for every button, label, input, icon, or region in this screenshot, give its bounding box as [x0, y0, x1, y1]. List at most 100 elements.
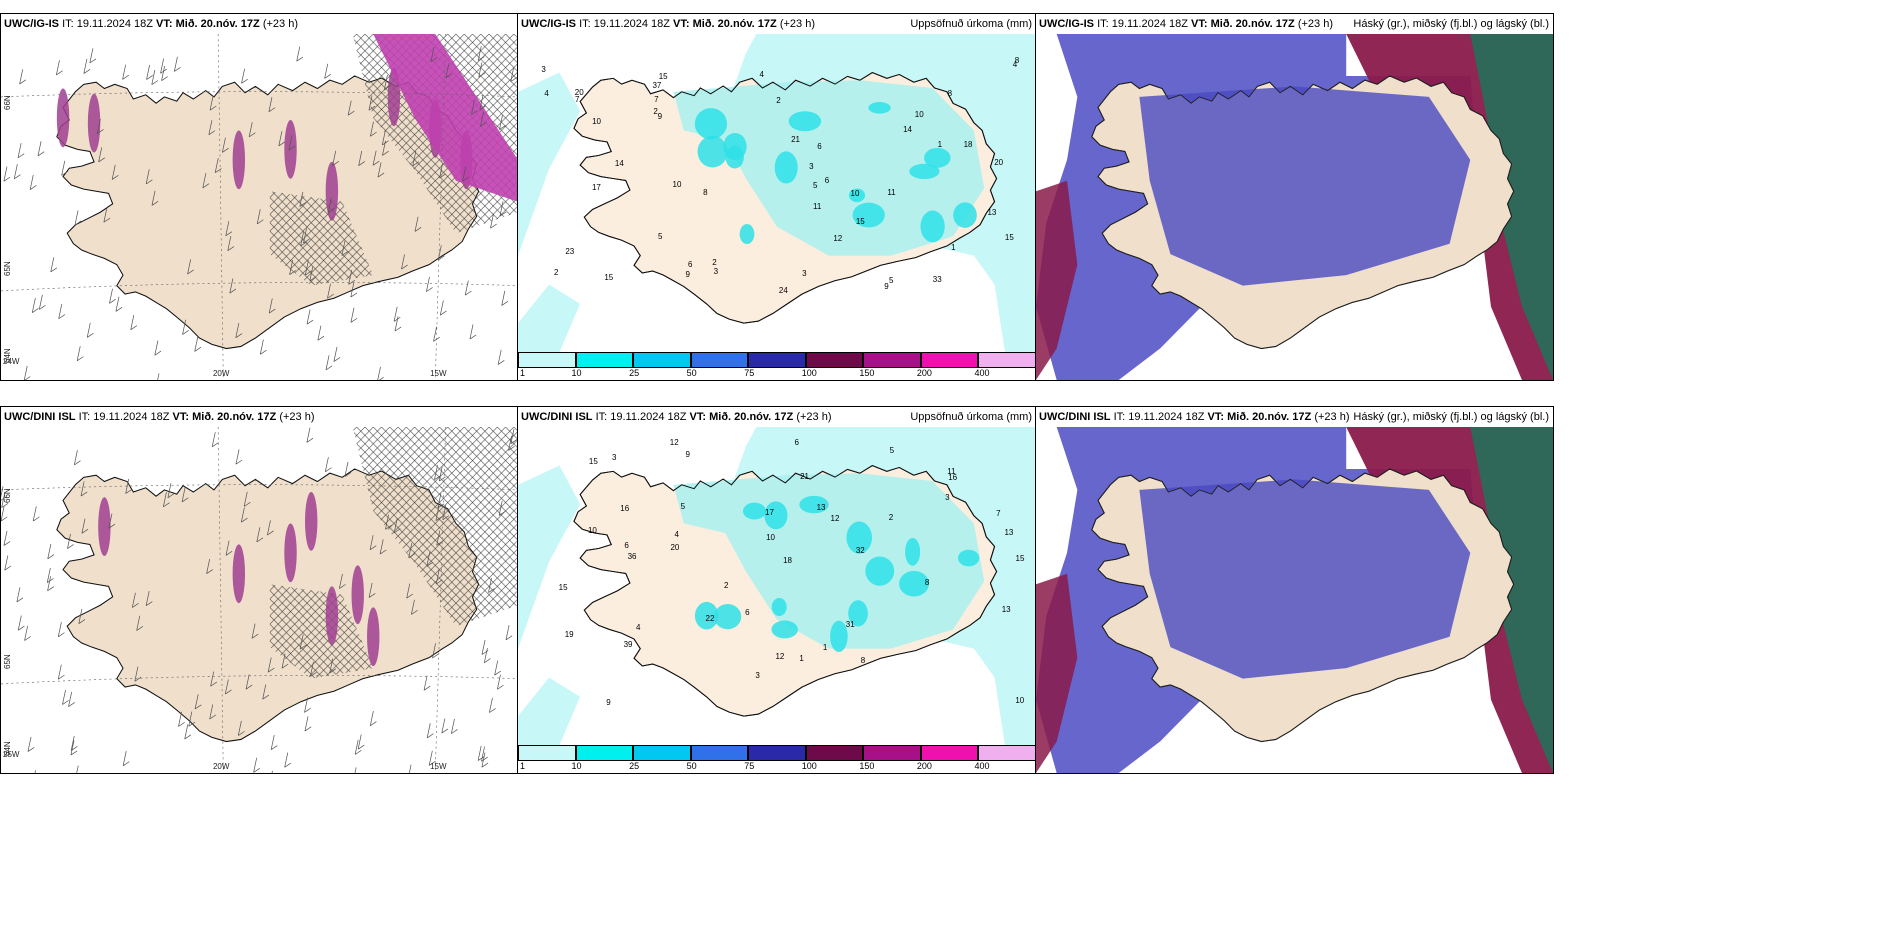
- map-projection-group: [1036, 427, 1553, 773]
- wind-barb: [227, 235, 235, 252]
- lead-time: (+23 h): [262, 18, 298, 30]
- wind-barb: [394, 316, 402, 332]
- precip-value-label: 9: [657, 111, 663, 121]
- colorbar-label: 200: [916, 761, 932, 771]
- precip-value-label: 10: [1015, 696, 1025, 706]
- wind-barb: [439, 300, 447, 316]
- wind-barb: [23, 365, 31, 380]
- wind-barb: [251, 623, 259, 639]
- precip-value-label: 16: [948, 472, 958, 482]
- precip-cell: [694, 108, 728, 140]
- colorbar-swatch: [748, 352, 806, 368]
- wind-barb: [229, 278, 237, 294]
- wind-barb: [235, 323, 243, 339]
- map-area: [1, 427, 518, 773]
- wind-barb: [17, 143, 25, 159]
- mid-cloud-over-land: [1139, 479, 1471, 679]
- wind-barb: [31, 297, 39, 313]
- wind-barb: [178, 711, 185, 727]
- lead-time: (+23 h): [1297, 18, 1333, 30]
- wind-barb: [436, 530, 444, 546]
- wind-barb: [393, 518, 401, 534]
- wind-barb: [34, 770, 36, 773]
- wind-barb: [73, 450, 81, 466]
- precip-value-label: 17: [765, 507, 774, 517]
- colorbar-swatch: [805, 352, 864, 368]
- field-title: Uppsöfnuð úrkoma (mm): [910, 411, 1032, 423]
- wind-barb: [245, 674, 253, 690]
- wind-barb: [370, 121, 377, 137]
- precip-band: [87, 93, 101, 153]
- precip-value-label: 16: [620, 504, 630, 514]
- precip-value-label: 17: [591, 182, 601, 192]
- wind-barb: [240, 507, 248, 523]
- wind-barb: [412, 151, 420, 167]
- colorbar-swatch: [805, 745, 864, 761]
- precip-value-label: 3: [809, 161, 814, 171]
- wind-barb: [194, 694, 202, 710]
- valid-time: VT: Mið. 20.nóv. 17Z: [689, 411, 794, 423]
- precip-value-label: 13: [987, 207, 997, 217]
- wind-barb: [357, 734, 365, 750]
- wind-barb: [62, 689, 69, 705]
- wind-barb: [499, 201, 507, 217]
- wind-barb: [306, 427, 314, 443]
- wind-barb: [304, 260, 312, 276]
- valid-time: VT: Mið. 20.nóv. 17Z: [156, 18, 260, 30]
- wind-barb: [498, 500, 506, 516]
- wind-barb: [450, 718, 458, 734]
- wind-barb: [222, 137, 229, 153]
- precip-value-label: 2: [776, 95, 781, 105]
- wind-barb: [483, 648, 491, 664]
- precip-value-label: 15: [588, 456, 598, 466]
- colorbar-swatch: [690, 352, 749, 368]
- precip-value-label: 15: [604, 272, 614, 282]
- precip-value-label: 9: [606, 697, 611, 707]
- wind-barb: [464, 280, 472, 296]
- wind-barb: [17, 615, 25, 631]
- precip-cell: [848, 188, 866, 203]
- wind-barb: [214, 157, 222, 174]
- longitude-lines: [217, 427, 446, 773]
- valid-time: VT: Mið. 20.nóv. 17Z: [172, 411, 277, 423]
- edge-longitude-label: 25W: [3, 750, 20, 759]
- field-title: Háský (gr.), miðský (fj.bl.) og lágský (…: [1353, 411, 1549, 423]
- wind-barb: [210, 671, 217, 687]
- precip-cell: [909, 163, 940, 180]
- wind-barb: [122, 751, 130, 767]
- wind-barb: [108, 513, 116, 529]
- wind-barb: [131, 592, 139, 608]
- wind-barb: [57, 622, 65, 638]
- wind-barb: [188, 711, 196, 727]
- wind-barb: [510, 428, 518, 444]
- wind-barb: [38, 294, 46, 310]
- precip-value-label: 1: [822, 643, 828, 653]
- wind-barb: [225, 540, 233, 556]
- precip-value-label: 3: [945, 493, 950, 503]
- precip-band: [351, 565, 364, 625]
- precip-value-label: 4: [636, 622, 641, 632]
- colorbar-swatch: [633, 352, 691, 368]
- wind-barb: [268, 97, 276, 113]
- map-canvas: [518, 427, 1036, 745]
- wind-barb: [208, 120, 216, 136]
- field-title: Uppsöfnuð úrkoma (mm): [910, 18, 1032, 30]
- wind-barb: [278, 131, 286, 147]
- precip-value-label: 4: [1012, 59, 1018, 69]
- wind-barb: [248, 122, 256, 138]
- precip-value-label: 5: [889, 276, 894, 286]
- map-projection-group: [1, 427, 518, 773]
- wind-barb: [237, 720, 245, 736]
- wind-barb: [58, 303, 66, 320]
- wind-barb: [497, 674, 504, 690]
- wind-barb: [271, 770, 273, 773]
- precip-value-label: 9: [685, 450, 690, 460]
- wind-barb: [350, 307, 358, 323]
- wind-barb: [383, 75, 391, 91]
- wind-barb: [368, 95, 376, 111]
- precip-cell: [723, 132, 747, 161]
- latitude-lines: [1, 484, 518, 685]
- valid-time: VT: Mið. 20.nóv. 17Z: [1207, 411, 1312, 423]
- precip-cell: [924, 147, 951, 168]
- precip-band: [232, 130, 246, 190]
